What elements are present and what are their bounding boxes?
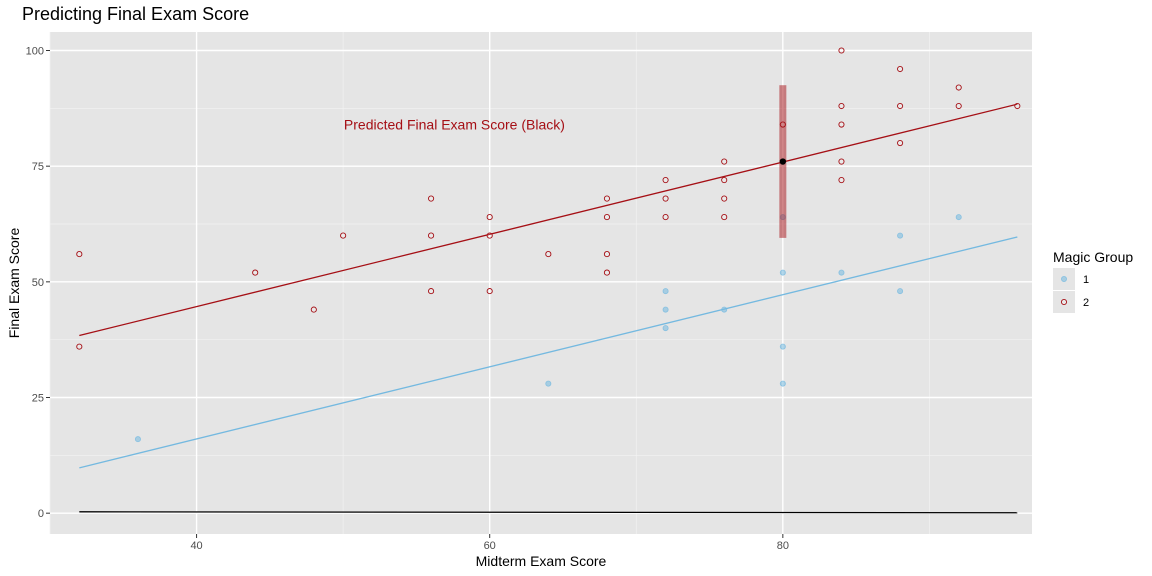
data-point-group-2 bbox=[310, 306, 317, 313]
data-point-group-1 bbox=[897, 232, 904, 239]
data-point-group-1 bbox=[662, 306, 669, 313]
data-point-group-2 bbox=[955, 84, 962, 91]
data-point-group-2 bbox=[662, 177, 669, 184]
x-axis-ticks: 40 60 80 bbox=[190, 534, 789, 552]
legend-label: 2 bbox=[1083, 297, 1089, 309]
data-point-group-2 bbox=[955, 102, 962, 110]
data-point-group-1 bbox=[134, 436, 141, 443]
data-point-group-2 bbox=[662, 195, 669, 202]
data-point-group-2 bbox=[721, 214, 728, 221]
data-point-group-1 bbox=[897, 288, 904, 295]
y-tick-label: 0 bbox=[38, 508, 44, 520]
grid-minor bbox=[49, 32, 1032, 534]
data-point-group-2 bbox=[486, 288, 493, 295]
x-axis-title: Midterm Exam Score bbox=[476, 553, 607, 569]
data-point-group-2 bbox=[486, 232, 493, 239]
data-point-group-2 bbox=[838, 121, 845, 128]
y-axis-title: Final Exam Score bbox=[6, 228, 22, 339]
legend-key-point bbox=[1060, 298, 1068, 306]
data-point-group-2 bbox=[721, 177, 728, 184]
data-point-group-2 bbox=[603, 195, 611, 202]
data-point-group-1 bbox=[779, 343, 786, 350]
legend-title: Magic Group bbox=[1053, 249, 1133, 265]
fit-lines bbox=[79, 103, 1018, 514]
data-point-group-2 bbox=[486, 214, 493, 221]
data-point-group-1 bbox=[662, 325, 669, 332]
data-point-group-2 bbox=[252, 269, 259, 276]
data-point-group-1 bbox=[545, 380, 552, 387]
x-tick-label: 60 bbox=[484, 540, 496, 552]
data-point-group-2 bbox=[897, 65, 904, 73]
black-line bbox=[79, 511, 1018, 514]
data-point-group-1 bbox=[779, 269, 786, 276]
fit-line-group-1 bbox=[79, 236, 1018, 469]
legend-key-point bbox=[1061, 275, 1068, 282]
prediction-marker bbox=[779, 85, 787, 238]
y-tick-label: 25 bbox=[32, 393, 44, 405]
plot-panel bbox=[50, 32, 1032, 534]
y-axis-ticks: 0 25 50 75 100 bbox=[26, 46, 50, 520]
data-point-group-2 bbox=[838, 102, 845, 110]
data-point-group-2 bbox=[897, 139, 904, 147]
data-point-group-2 bbox=[428, 195, 435, 202]
data-point-group-2 bbox=[428, 232, 435, 239]
legend-key-box bbox=[1053, 291, 1075, 313]
data-point-group-2 bbox=[721, 158, 728, 165]
data-point-group-1 bbox=[779, 380, 786, 387]
predicted-point bbox=[779, 158, 787, 165]
y-tick-label: 75 bbox=[32, 161, 44, 173]
legend-label: 1 bbox=[1083, 274, 1089, 286]
x-tick-label: 80 bbox=[777, 540, 789, 552]
x-tick-label: 40 bbox=[190, 540, 202, 552]
data-point-group-2 bbox=[1014, 102, 1021, 110]
data-point-group-2 bbox=[603, 269, 611, 276]
data-point-group-2 bbox=[428, 288, 435, 295]
data-point-group-2 bbox=[838, 158, 845, 165]
data-point-group-2 bbox=[897, 102, 904, 110]
prediction-annotation: Predicted Final Exam Score (Black) bbox=[344, 117, 565, 133]
legend: Magic Group 12 bbox=[1053, 249, 1133, 313]
data-point-group-2 bbox=[838, 47, 845, 54]
data-point-group-2 bbox=[662, 214, 669, 221]
data-point-group-1 bbox=[721, 306, 728, 313]
y-tick-label: 100 bbox=[26, 46, 44, 58]
data-point-group-2 bbox=[603, 251, 611, 258]
chart-title: Predicting Final Exam Score bbox=[22, 4, 249, 24]
legend-keys: 12 bbox=[1053, 268, 1089, 313]
y-tick-label: 50 bbox=[32, 277, 44, 289]
data-point-group-2 bbox=[76, 251, 83, 258]
data-point-group-2 bbox=[545, 251, 552, 258]
data-points bbox=[76, 47, 1021, 443]
data-point-group-1 bbox=[662, 288, 669, 295]
data-point-group-1 bbox=[955, 214, 962, 221]
data-point-group-2 bbox=[76, 343, 83, 350]
data-point-group-1 bbox=[838, 269, 845, 276]
data-point-group-2 bbox=[838, 177, 845, 184]
fit-line-group-2 bbox=[79, 103, 1018, 337]
data-point-group-2 bbox=[340, 232, 347, 239]
data-point-group-2 bbox=[721, 195, 728, 202]
data-point-group-2 bbox=[603, 214, 611, 221]
